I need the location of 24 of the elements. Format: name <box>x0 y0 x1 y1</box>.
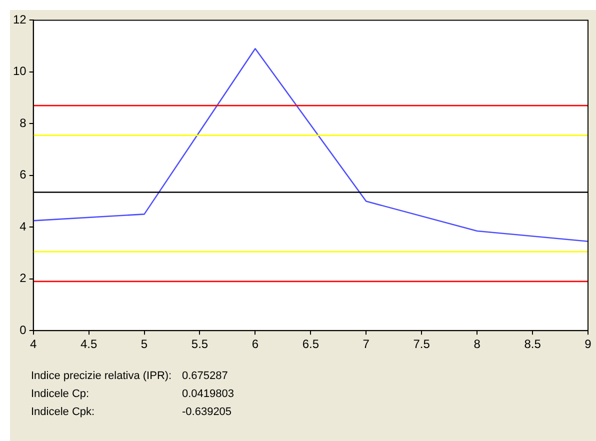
text: 0.0419803 <box>182 388 234 400</box>
x-tick-label: 6 <box>252 337 259 352</box>
text: -0.639205 <box>182 406 233 418</box>
x-tick-label: 9 <box>584 337 592 352</box>
text: Indice precizie relativa (IPR): <box>31 370 173 382</box>
x-tick-label: 7.5 <box>413 337 430 352</box>
x-tick-label: 8 <box>474 337 481 352</box>
x-tick-label: 5 <box>140 337 148 352</box>
x-tick-label: 4.5 <box>80 337 98 352</box>
x-tick-label: 4 <box>30 337 38 352</box>
y-tick-label: 2 <box>20 271 27 286</box>
x-tick-label: 5.5 <box>191 337 208 352</box>
x-tick-label: 8.5 <box>524 337 542 352</box>
y-tick-label: 8 <box>20 116 27 130</box>
y-tick-label: 6 <box>20 168 27 182</box>
y-tick-label: 12 <box>12 12 27 27</box>
x-tick-label: 7 <box>362 337 370 352</box>
text: Indicele Cp: <box>31 388 90 400</box>
x-tick-label: 6.5 <box>302 337 320 352</box>
text: 0.675287 <box>182 370 229 382</box>
y-tick-label: 4 <box>20 219 27 234</box>
y-tick-label: 10 <box>12 64 27 78</box>
text: Indicele Cpk: <box>31 406 96 418</box>
y-tick-label: 0 <box>20 322 27 337</box>
